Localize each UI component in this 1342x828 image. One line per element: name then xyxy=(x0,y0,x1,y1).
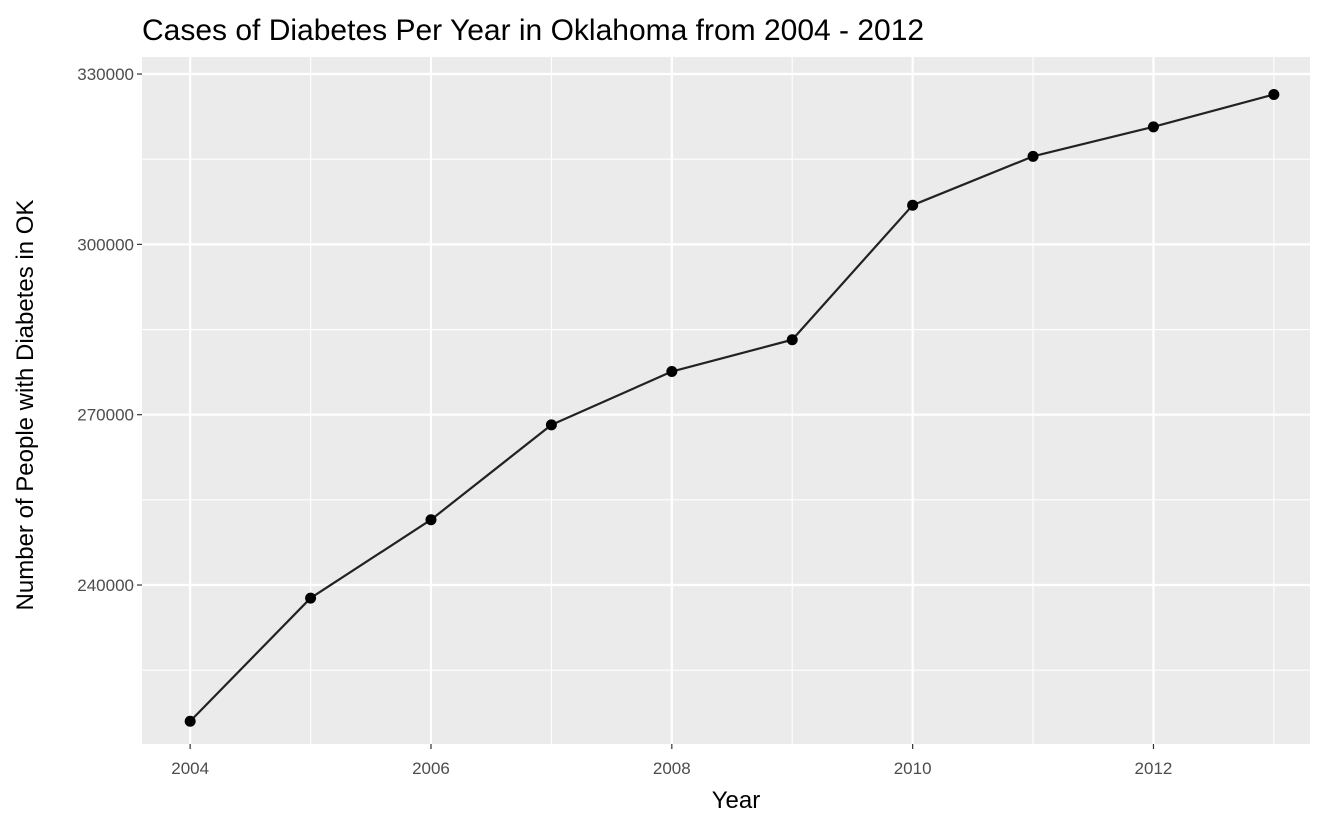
x-axis-ticks: 2004 2006 2008 2010 2012 xyxy=(171,744,1172,778)
minor-gridlines xyxy=(142,57,1310,744)
data-point xyxy=(666,366,678,378)
x-tick-label: 2008 xyxy=(653,759,691,778)
data-point xyxy=(425,514,437,526)
x-tick-label: 2012 xyxy=(1135,759,1173,778)
data-point xyxy=(1027,150,1039,162)
x-tick-label: 2006 xyxy=(412,759,450,778)
chart-title: Cases of Diabetes Per Year in Oklahoma f… xyxy=(142,14,924,47)
x-tick-label: 2010 xyxy=(894,759,932,778)
series-line xyxy=(189,93,1275,723)
y-tick-label: 270000 xyxy=(77,406,134,425)
x-axis-title: Year xyxy=(712,787,761,814)
major-gridlines xyxy=(142,57,1310,744)
data-point xyxy=(545,419,557,431)
plot-panel xyxy=(142,57,1310,744)
y-tick-label: 240000 xyxy=(77,576,134,595)
data-point xyxy=(1147,121,1159,133)
data-point xyxy=(1268,88,1280,100)
y-axis-title: Number of People with Diabetes in OK xyxy=(12,200,39,611)
data-point xyxy=(907,199,919,211)
data-points xyxy=(184,88,1280,727)
y-tick-label: 330000 xyxy=(77,65,134,84)
data-point xyxy=(786,334,798,346)
data-point xyxy=(184,715,196,727)
y-tick-label: 300000 xyxy=(77,235,134,254)
y-axis-ticks: 240000 270000 300000 330000 xyxy=(77,65,142,595)
data-point xyxy=(305,592,317,604)
x-tick-label: 2004 xyxy=(171,759,209,778)
